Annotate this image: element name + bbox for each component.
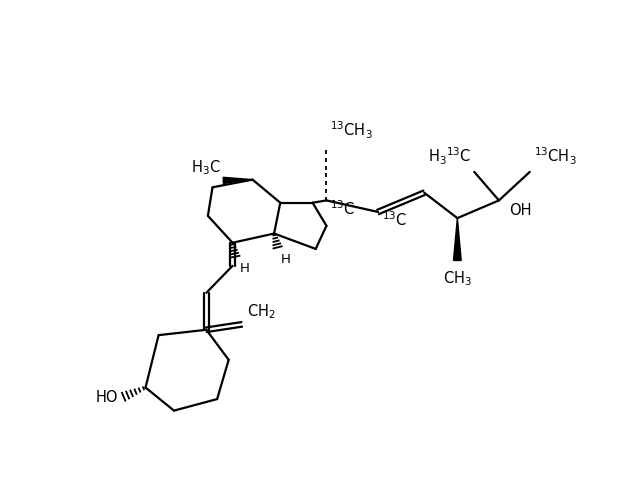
Text: $^{13}$C: $^{13}$C: [330, 199, 355, 217]
Text: $^{13}$CH$_3$: $^{13}$CH$_3$: [330, 120, 373, 141]
Polygon shape: [454, 218, 461, 260]
Text: H: H: [281, 253, 291, 266]
Text: HO: HO: [96, 390, 118, 405]
Text: $^{13}$C: $^{13}$C: [382, 211, 407, 229]
Text: OH: OH: [509, 203, 531, 218]
Text: CH$_2$: CH$_2$: [247, 302, 276, 321]
Text: $^{13}$CH$_3$: $^{13}$CH$_3$: [534, 146, 577, 167]
Text: H$_3$C: H$_3$C: [191, 158, 220, 177]
Text: H$_3$$^{13}$C: H$_3$$^{13}$C: [428, 146, 471, 167]
Text: H: H: [239, 262, 250, 275]
Polygon shape: [223, 177, 253, 184]
Text: CH$_3$: CH$_3$: [443, 270, 472, 288]
